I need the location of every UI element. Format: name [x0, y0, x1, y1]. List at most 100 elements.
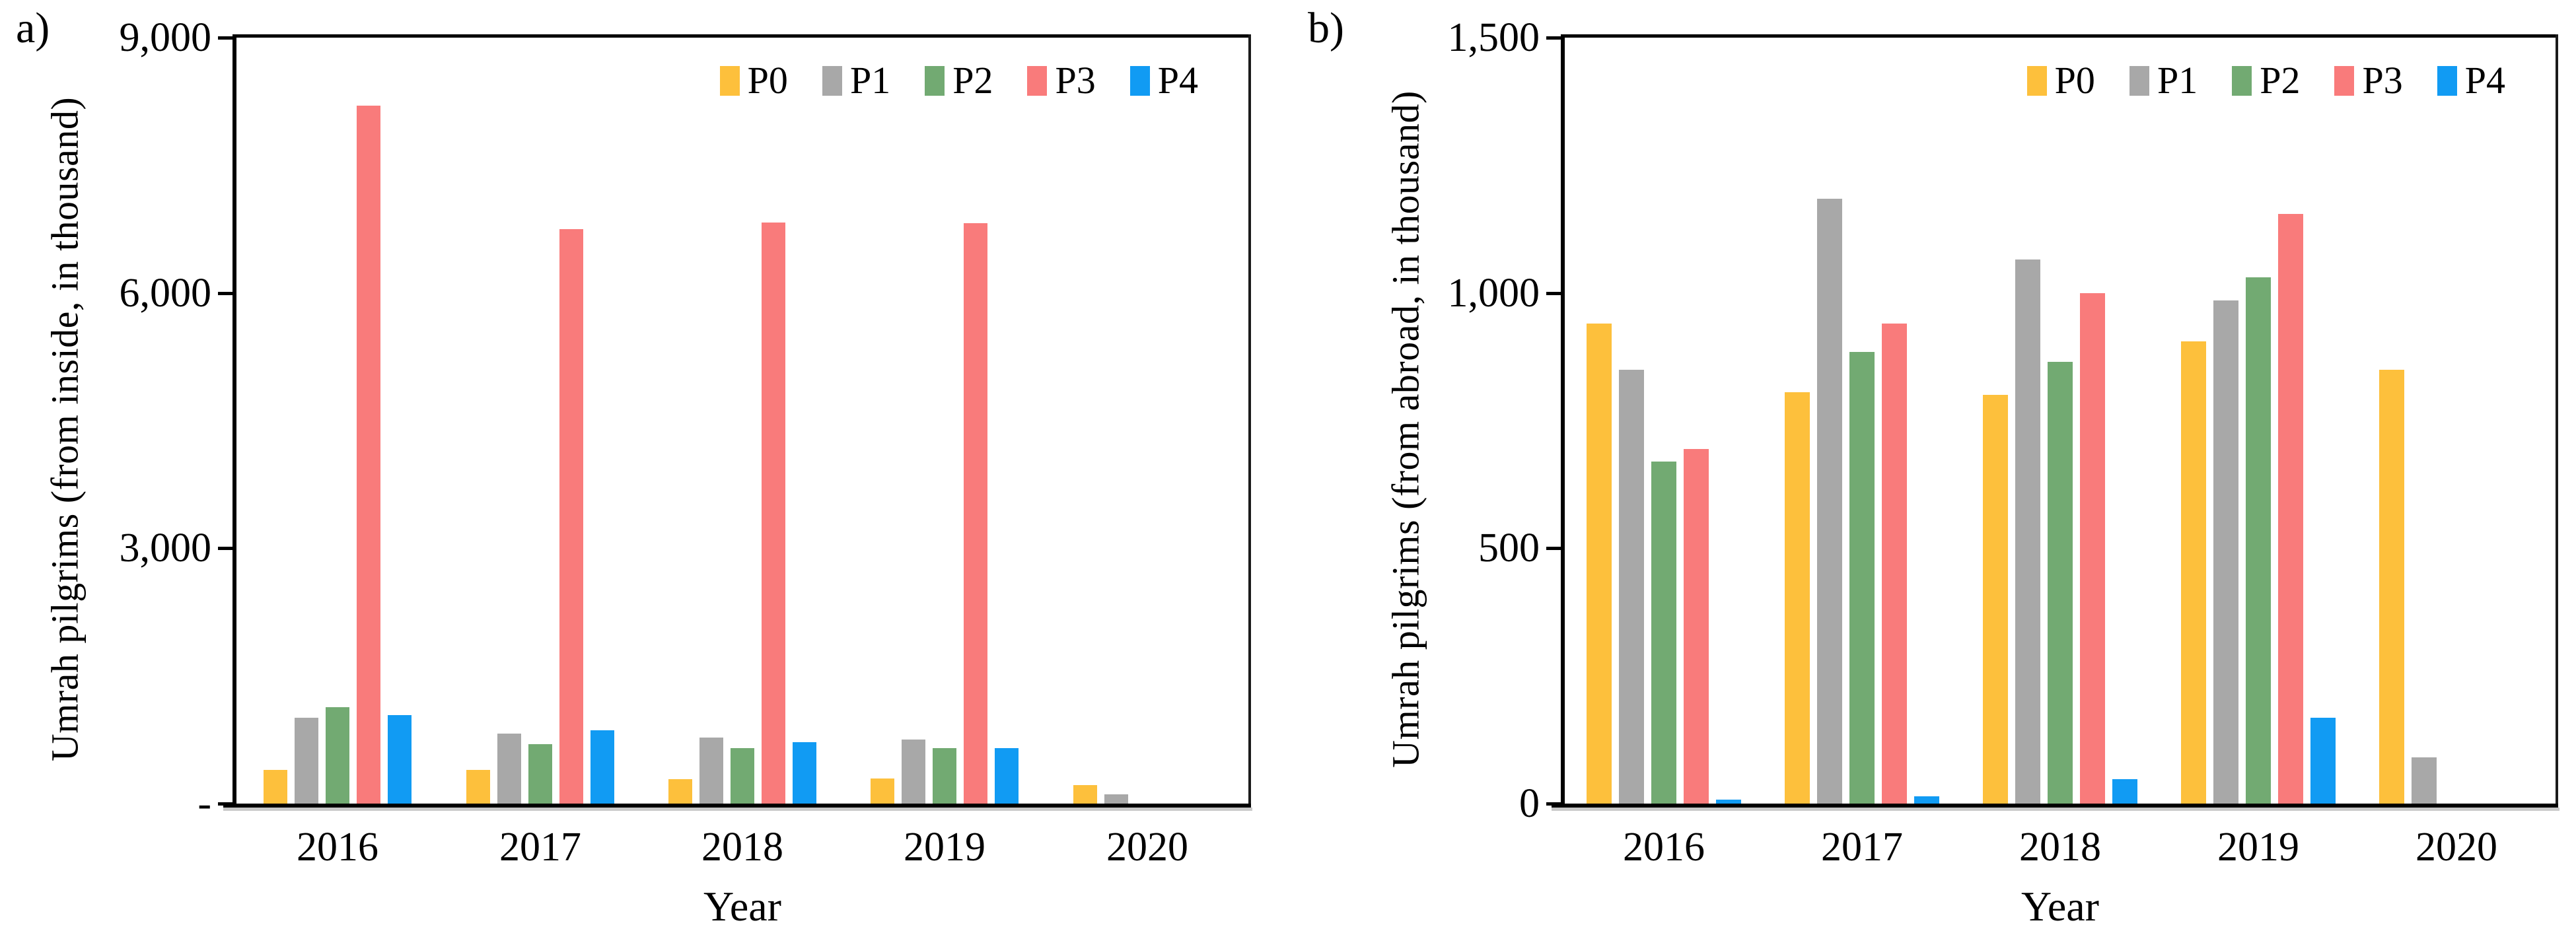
legend-label-P2: P2 [952, 59, 993, 102]
x-tick-label: 2018 [2019, 825, 2101, 870]
bar-P0-2016 [1587, 324, 1612, 804]
bar-P1-2017 [1817, 199, 1842, 804]
bar-P2-2016 [1651, 462, 1676, 804]
bar-P3-2016 [1684, 449, 1709, 804]
bar-P3-2018 [2080, 293, 2105, 804]
legend-label-P1: P1 [849, 59, 891, 102]
bar-P0-2020 [2379, 370, 2404, 804]
legend: P0 P1 P2 P3 P4 [2026, 59, 2505, 102]
x-axis-line [223, 804, 1251, 808]
legend-item-P2: P2 [925, 61, 993, 100]
x-axis-shadow [223, 808, 1252, 811]
legend-marker-P1 [822, 65, 842, 96]
bar-P3-2019 [964, 223, 987, 804]
legend-label-P2: P2 [2260, 59, 2301, 102]
y-tick-label: 3,000 [119, 526, 212, 571]
bar-P1-2017 [497, 734, 521, 804]
x-tick-label: 2017 [1821, 825, 1903, 870]
legend-marker-P3 [2334, 65, 2355, 96]
bar-P0-2019 [871, 778, 894, 804]
panel-b: b) Umrah pilgrims (from abroad, in thous… [1288, 0, 2576, 933]
bar-P2-2019 [933, 748, 956, 804]
legend-marker-P3 [1027, 65, 1048, 96]
bar-P2-2016 [326, 707, 349, 804]
x-tick-label: 2020 [2415, 825, 2497, 870]
y-tick-mark [1546, 291, 1561, 295]
bar-P2-2017 [528, 744, 552, 804]
x-tick-label: 2017 [499, 825, 581, 870]
y-tick-label: - [197, 781, 211, 826]
bar-P0-2019 [2181, 341, 2206, 804]
bar-P0-2017 [466, 770, 490, 804]
bar-P1-2019 [902, 740, 925, 804]
legend-marker-P1 [2129, 65, 2149, 96]
axis-top-border [1561, 34, 2558, 38]
legend-item-P3: P3 [1027, 59, 1096, 102]
x-tick-label: 2020 [1106, 825, 1188, 870]
bar-P4-2017 [590, 730, 614, 804]
legend-item-P1: P1 [822, 61, 890, 100]
bar-P3-2016 [357, 106, 380, 804]
legend-label-P4: P4 [1157, 59, 1198, 102]
y-tick-mark [1546, 36, 1561, 40]
y-tick-mark [218, 802, 233, 806]
axis-top-border [233, 34, 1251, 38]
y-tick-mark [218, 36, 233, 40]
legend-label-P0: P0 [2054, 59, 2095, 102]
y-tick-mark [1546, 802, 1561, 806]
y-tick-label: 6,000 [119, 270, 212, 316]
y-tick-mark [218, 291, 233, 295]
bar-P3-2017 [1882, 324, 1907, 804]
legend-label-P4: P4 [2464, 59, 2505, 102]
legend-marker-P0 [719, 65, 740, 96]
bar-P2-2017 [1849, 352, 1875, 804]
y-tick-mark [1546, 547, 1561, 551]
bar-P1-2019 [2213, 300, 2238, 804]
bar-P0-2016 [264, 770, 287, 804]
legend-marker-P0 [2026, 65, 2047, 96]
bar-P1-2020 [2412, 757, 2437, 804]
legend-label-P0: P0 [747, 59, 788, 102]
y-axis-title: Umrah pilgrims (from inside, in thousand… [43, 96, 87, 762]
y-tick-label: 500 [1478, 526, 1540, 571]
y-axis-title: Umrah pilgrims (from abroad, in thousand… [1384, 90, 1427, 768]
bar-P1-2016 [295, 718, 318, 804]
legend-label-P3: P3 [1055, 59, 1096, 102]
bar-P0-2020 [1073, 785, 1097, 804]
y-axis-line [233, 34, 236, 808]
x-tick-label: 2019 [904, 825, 985, 870]
x-tick-label: 2018 [701, 825, 783, 870]
bar-P4-2019 [995, 748, 1019, 804]
bar-P0-2017 [1785, 392, 1810, 804]
y-tick-mark [218, 547, 233, 551]
legend-item-P4: P4 [1129, 59, 1198, 102]
legend-label-P1: P1 [2157, 59, 2198, 102]
panel-label-b: b) [1308, 4, 1344, 52]
x-tick-label: 2016 [297, 825, 378, 870]
panel-label-a: a) [16, 4, 50, 52]
bar-P4-2018 [793, 742, 816, 804]
legend-item-P0: P0 [2026, 59, 2095, 102]
y-tick-label: 9,000 [119, 15, 212, 60]
bar-P3-2018 [762, 223, 785, 804]
bar-P1-2018 [699, 738, 723, 804]
x-axis-line [1552, 804, 2558, 808]
bar-P4-2019 [2310, 718, 2336, 804]
legend-item-P4: P4 [2437, 61, 2505, 100]
x-axis-title: Year [2021, 883, 2099, 930]
bar-P2-2019 [2246, 277, 2271, 804]
bar-P1-2020 [1104, 794, 1128, 804]
axis-right-border [1248, 34, 1251, 808]
bar-P3-2017 [559, 229, 583, 804]
panel-a: a) Umrah pilgrims (from inside, in thous… [16, 4, 1252, 930]
bar-P0-2018 [1983, 395, 2008, 804]
bar-P4-2016 [388, 715, 411, 804]
bar-P4-2017 [1914, 796, 1939, 804]
legend-item-P3: P3 [2334, 59, 2403, 102]
x-axis-title: Year [703, 883, 781, 930]
y-tick-label: 1,000 [1447, 270, 1540, 316]
legend-label-P3: P3 [2362, 59, 2403, 102]
legend-item-P1: P1 [2129, 61, 2198, 100]
legend-marker-P4 [1129, 65, 1150, 96]
